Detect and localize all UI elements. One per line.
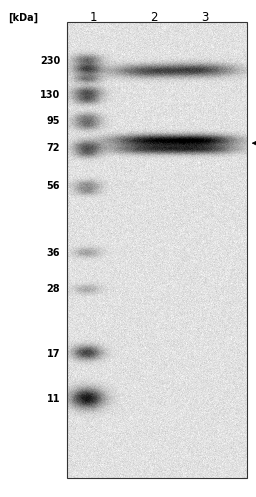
Text: 17: 17 (47, 349, 60, 359)
Text: 72: 72 (47, 143, 60, 153)
Text: 28: 28 (47, 284, 60, 294)
Text: 2: 2 (150, 11, 157, 24)
Text: 130: 130 (40, 90, 60, 100)
Text: 3: 3 (201, 11, 208, 24)
Text: [kDa]: [kDa] (8, 12, 38, 22)
Text: 1: 1 (90, 11, 97, 24)
Bar (67, 22, 247, 478)
Text: 95: 95 (47, 116, 60, 126)
Text: 230: 230 (40, 56, 60, 66)
Text: 56: 56 (47, 181, 60, 191)
Text: 36: 36 (47, 248, 60, 258)
Text: 11: 11 (47, 394, 60, 404)
